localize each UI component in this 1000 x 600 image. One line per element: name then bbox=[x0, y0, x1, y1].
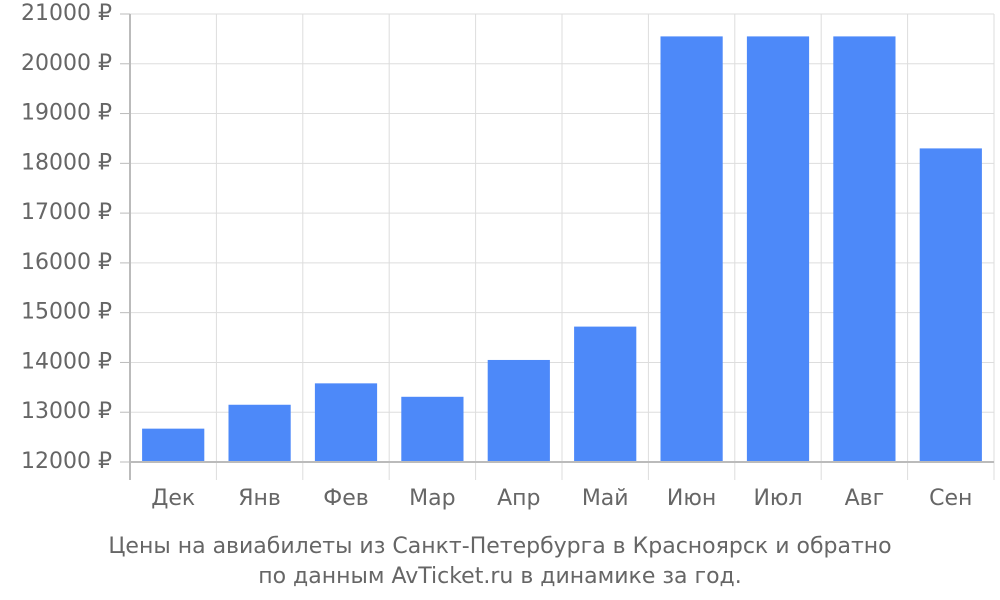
x-tick-label: Апр bbox=[497, 486, 540, 511]
y-tick-label: 15000 ₽ bbox=[21, 300, 112, 325]
chart-caption-line-1: Цены на авиабилеты из Санкт-Петербурга в… bbox=[108, 534, 892, 559]
bar-8 bbox=[746, 36, 810, 463]
bar-7 bbox=[660, 36, 723, 463]
x-tick-label: Сен bbox=[929, 486, 972, 511]
y-tick-label: 21000 ₽ bbox=[21, 1, 112, 26]
x-tick-label: Июл bbox=[753, 486, 802, 511]
x-tick-label: Июн bbox=[667, 486, 716, 511]
x-tick-label: Мар bbox=[409, 486, 455, 511]
y-tick-label: 14000 ₽ bbox=[21, 349, 112, 374]
y-tick-label: 17000 ₽ bbox=[21, 200, 112, 225]
bar-chart-svg: 12000 ₽ 13000 ₽ 14000 ₽ 15000 ₽ 16000 ₽ 17000… bbox=[21, 1, 995, 511]
y-tick-label: 19000 ₽ bbox=[21, 101, 112, 126]
y-tick-label: 13000 ₽ bbox=[21, 399, 112, 424]
x-tick-label: Дек bbox=[151, 486, 195, 511]
y-tick-label: 18000 ₽ bbox=[21, 150, 112, 175]
y-tick-label: 16000 ₽ bbox=[21, 250, 112, 275]
y-tick-label: 20000 ₽ bbox=[21, 51, 112, 76]
bar-1 bbox=[142, 428, 205, 462]
x-tick-label: Май bbox=[582, 486, 629, 511]
bar-10 bbox=[919, 148, 982, 462]
bar-4 bbox=[401, 396, 464, 462]
y-tick-label: 12000 ₽ bbox=[21, 449, 112, 474]
chart-caption-line-2: по данным AvTicket.ru в динамике за год. bbox=[258, 564, 742, 589]
bar-5 bbox=[487, 359, 550, 462]
bar-6 bbox=[574, 326, 637, 462]
bar-2 bbox=[228, 404, 291, 462]
bar-3 bbox=[314, 383, 378, 462]
bar-9 bbox=[833, 36, 896, 463]
x-tick-label: Фев bbox=[323, 486, 368, 511]
x-tick-label: Авг bbox=[845, 486, 885, 511]
x-tick-label: Янв bbox=[238, 486, 281, 511]
